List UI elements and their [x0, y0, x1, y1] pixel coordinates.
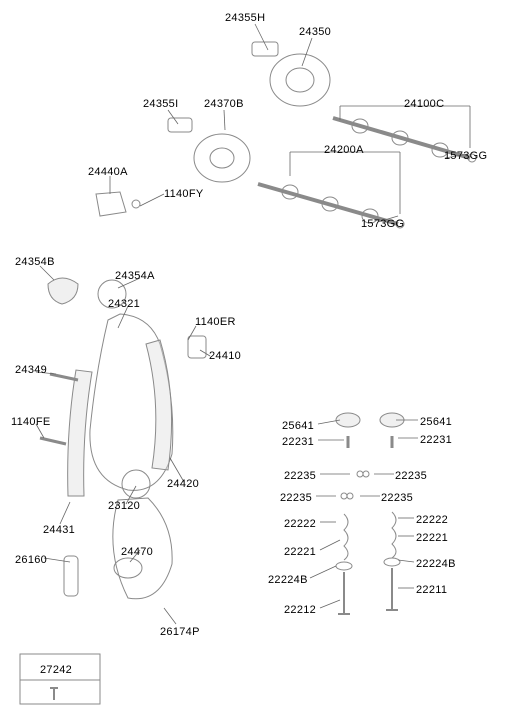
- part-label-22222: 22222: [284, 518, 316, 530]
- part-label-24355H: 24355H: [225, 12, 265, 24]
- part-label-22235: 22235: [284, 470, 316, 482]
- part-label-22231: 22231: [282, 436, 314, 448]
- part-label-24354A: 24354A: [115, 270, 155, 282]
- part-label-24431: 24431: [43, 524, 75, 536]
- part-label-24100C: 24100C: [404, 98, 444, 110]
- part-label-24321: 24321: [108, 298, 140, 310]
- part-label-22235: 22235: [381, 492, 413, 504]
- part-label-24355I: 24355I: [143, 98, 178, 110]
- part-label-26174P: 26174P: [160, 626, 200, 638]
- part-label-24440A: 24440A: [88, 166, 128, 178]
- part-label-1573GG: 1573GG: [361, 218, 404, 230]
- part-label-24420: 24420: [167, 478, 199, 490]
- part-label-22221: 22221: [416, 532, 448, 544]
- part-label-1140ER: 1140ER: [195, 316, 236, 328]
- part-label-22222: 22222: [416, 514, 448, 526]
- part-label-22224B: 22224B: [268, 574, 308, 586]
- part-label-25641: 25641: [420, 416, 452, 428]
- part-label-27242: 27242: [40, 664, 72, 676]
- part-label-1140FY: 1140FY: [164, 188, 204, 200]
- part-label-22231: 22231: [420, 434, 452, 446]
- diagram-canvas: [0, 0, 531, 727]
- part-label-24370B: 24370B: [204, 98, 244, 110]
- part-label-24349: 24349: [15, 364, 47, 376]
- part-label-22235: 22235: [280, 492, 312, 504]
- part-label-22211: 22211: [416, 584, 447, 596]
- part-label-23120: 23120: [108, 500, 140, 512]
- part-label-26160: 26160: [15, 554, 47, 566]
- part-label-22235: 22235: [395, 470, 427, 482]
- part-label-25641: 25641: [282, 420, 314, 432]
- part-label-24354B: 24354B: [15, 256, 55, 268]
- part-label-24410: 24410: [209, 350, 241, 362]
- part-label-22224B: 22224B: [416, 558, 456, 570]
- part-label-1573GG: 1573GG: [444, 150, 487, 162]
- part-label-24470: 24470: [121, 546, 153, 558]
- part-label-24350: 24350: [299, 26, 331, 38]
- part-label-22212: 22212: [284, 604, 316, 616]
- part-label-24200A: 24200A: [324, 144, 364, 156]
- part-label-1140FE: 1140FE: [11, 416, 51, 428]
- part-label-22221: 22221: [284, 546, 316, 558]
